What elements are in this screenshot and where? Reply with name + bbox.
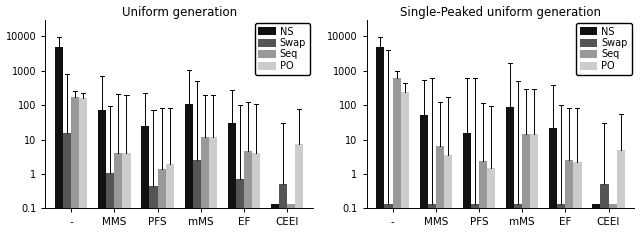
Bar [106,173,115,233]
Bar [79,98,87,233]
Bar [419,115,428,233]
Bar [244,151,252,233]
Bar [149,186,157,233]
Bar [401,92,409,233]
Bar [193,160,201,233]
Bar [463,134,471,233]
Bar [63,134,71,233]
Bar [392,78,401,233]
Bar [557,205,565,233]
Bar [444,155,452,233]
Bar [522,134,530,233]
Bar [471,205,479,233]
Title: Single-Peaked uniform generation: Single-Peaked uniform generation [400,6,601,19]
Legend: NS, Swap, Seq, PO: NS, Swap, Seq, PO [255,23,310,75]
Bar [600,184,609,233]
Legend: NS, Swap, Seq, PO: NS, Swap, Seq, PO [576,23,632,75]
Bar [279,184,287,233]
Title: Uniform generation: Uniform generation [122,6,237,19]
Bar [287,205,295,233]
Bar [115,153,122,233]
Bar [71,97,79,233]
Bar [209,137,217,233]
Bar [157,169,166,233]
Bar [514,205,522,233]
Bar [616,150,625,233]
Bar [141,126,149,233]
Bar [271,205,279,233]
Bar [184,104,193,233]
Bar [479,161,487,233]
Bar [295,144,303,233]
Bar [201,137,209,233]
Bar [593,205,600,233]
Bar [228,123,236,233]
Bar [487,168,495,233]
Bar [252,153,260,233]
Bar [236,179,244,233]
Bar [376,47,385,233]
Bar [609,205,616,233]
Bar [98,110,106,233]
Bar [549,128,557,233]
Bar [573,161,582,233]
Bar [530,134,538,233]
Bar [385,205,392,233]
Bar [436,146,444,233]
Bar [428,205,436,233]
Bar [55,47,63,233]
Bar [506,107,514,233]
Bar [565,160,573,233]
Bar [122,153,131,233]
Bar [166,164,173,233]
